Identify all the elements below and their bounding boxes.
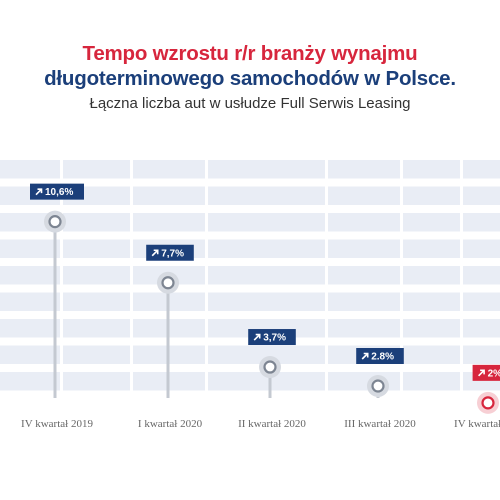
- x-tick-label-2: II kwartał 2020: [238, 418, 306, 430]
- value-label-box: [248, 329, 296, 346]
- point-stem: [53, 221, 57, 398]
- point-stem: [268, 367, 272, 398]
- background-band-8: [0, 372, 500, 391]
- background-band-5: [0, 292, 500, 311]
- x-tick-label-1: I kwartał 2020: [138, 418, 203, 430]
- chart-title-line1: Tempo wzrostu r/r branży wynajmu: [82, 42, 418, 65]
- background-band-0: [0, 160, 500, 179]
- background-band-2: [0, 213, 500, 232]
- arrow-up-right-icon: [361, 352, 369, 360]
- point-marker: [371, 379, 385, 393]
- value-label: 3,7%: [263, 333, 286, 344]
- data-point-1: 7,7%: [146, 244, 194, 398]
- chart-subtitle: Łączna liczba aut w usłudze Full Serwis …: [89, 95, 411, 112]
- value-label: 10,6%: [45, 187, 73, 198]
- data-point-0: 10,6%: [30, 183, 84, 398]
- background-band-1: [0, 186, 500, 205]
- background-band-7: [0, 345, 500, 364]
- band-separator-4: [400, 160, 403, 396]
- arrow-up-right-icon: [478, 369, 485, 377]
- value-label-box: [30, 183, 84, 200]
- arrow-up-right-icon: [151, 249, 159, 257]
- band-separator-3: [325, 160, 328, 396]
- point-marker: [481, 396, 495, 410]
- background-band-4: [0, 266, 500, 285]
- background-band-6: [0, 319, 500, 338]
- value-label: 2%: [488, 368, 500, 379]
- x-tick-label-3: III kwartał 2020: [344, 418, 416, 430]
- arrow-up-right-icon: [253, 333, 261, 341]
- band-separator-2: [205, 160, 208, 396]
- band-separator-1: [130, 160, 133, 396]
- point-marker: [161, 276, 175, 290]
- x-tick-label-0: IV kwartał 2019: [21, 418, 93, 430]
- chart-title-line2: długoterminowego samochodów w Polsce.: [44, 67, 456, 90]
- data-point-3: 2.8%: [356, 348, 404, 398]
- chart-marks: 10,6% 7,7% 3,7% 2.8% 2%: [30, 183, 500, 414]
- value-label-box: [472, 364, 500, 381]
- value-label-box: [356, 348, 404, 364]
- point-marker: [263, 360, 277, 374]
- x-tick-label-4: IV kwartał 2020: [454, 418, 500, 430]
- value-label: 2.8%: [371, 352, 394, 363]
- band-separator-5: [460, 160, 463, 396]
- data-point-4: 2%: [472, 364, 500, 414]
- x-axis-tick-labels: IV kwartał 2019 I kwartał 2020 II kwartał …: [21, 418, 500, 430]
- data-point-2: 3,7%: [248, 329, 296, 398]
- background-band-3: [0, 239, 500, 258]
- band-separator-0: [60, 160, 63, 396]
- arrow-up-right-icon: [35, 188, 43, 196]
- value-label: 7,7%: [161, 248, 184, 259]
- point-stem: [166, 282, 170, 398]
- value-label-box: [146, 244, 194, 261]
- point-marker: [48, 215, 62, 229]
